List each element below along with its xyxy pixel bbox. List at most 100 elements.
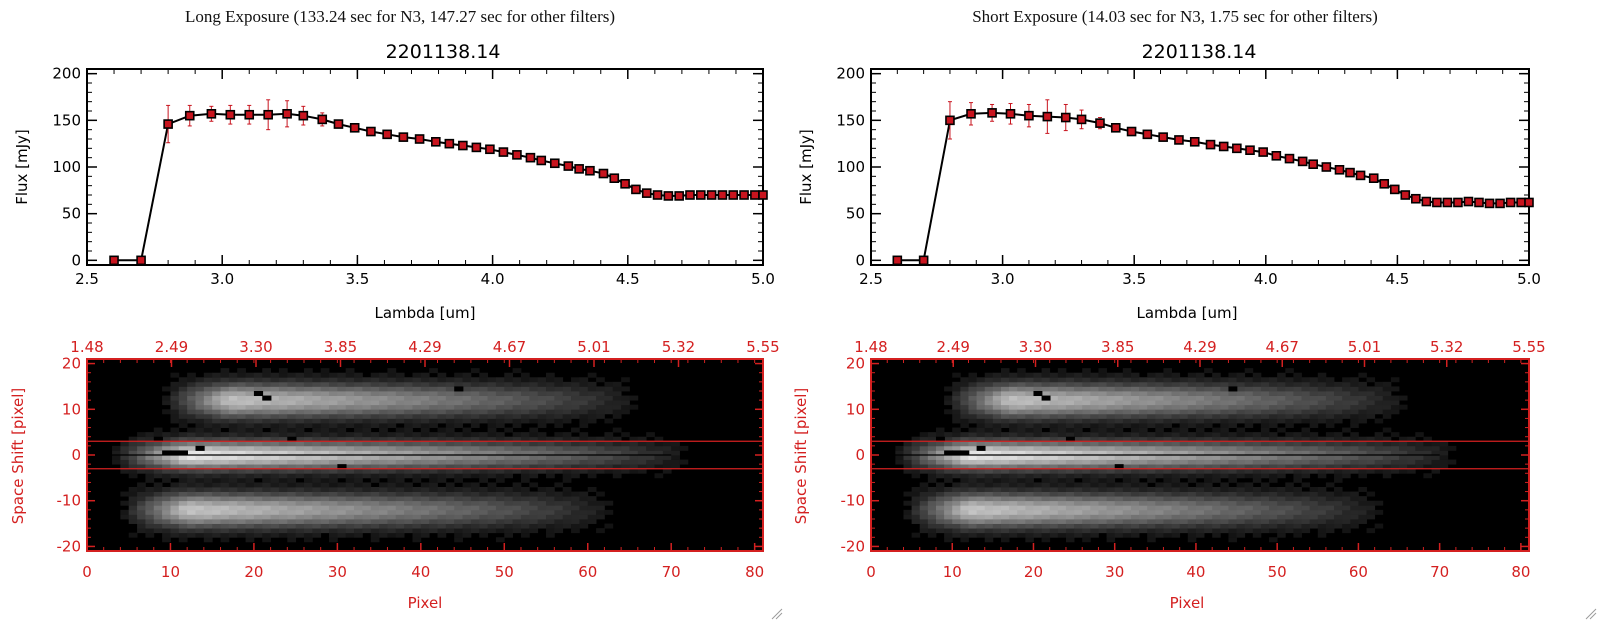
image-pixel: [1260, 395, 1270, 401]
image-pixel: [992, 441, 1002, 447]
image-pixel: [379, 450, 388, 456]
image-pixel: [596, 491, 605, 497]
image-pixel: [1041, 459, 1051, 465]
resize-grip-icon[interactable]: [771, 608, 783, 620]
image-pixel: [976, 473, 986, 479]
image-pixel: [437, 528, 447, 534]
image-pixel: [612, 468, 622, 474]
image-pixel: [362, 445, 372, 451]
image-pixel: [237, 441, 246, 447]
image-pixel: [571, 455, 580, 460]
image-pixel: [504, 404, 514, 410]
image-pixel: [479, 436, 488, 442]
image-pixel: [295, 386, 305, 392]
image-pixel: [1130, 450, 1140, 456]
image-pixel: [278, 381, 288, 387]
image-pixel: [1317, 404, 1327, 410]
image-pixel: [1009, 532, 1018, 538]
image-pixel: [345, 473, 355, 479]
image-pixel: [1439, 450, 1449, 456]
image-pixel: [462, 500, 472, 506]
image-pixel: [612, 381, 622, 387]
image-pixel: [1236, 514, 1246, 520]
image-pixel: [295, 450, 305, 456]
image-pixel: [153, 509, 163, 515]
image-pixel: [1000, 514, 1010, 520]
resize-grip-icon[interactable]: [1585, 608, 1597, 620]
image-pixel: [212, 377, 221, 383]
image-pixel: [1350, 423, 1359, 428]
image-pixel: [312, 391, 322, 396]
image-pixel: [1179, 487, 1189, 492]
image-pixel: [1000, 395, 1010, 401]
image-pixel: [128, 496, 138, 502]
image-pixel: [1195, 491, 1205, 497]
image-pixel: [1139, 455, 1148, 460]
image-pixel: [911, 491, 921, 497]
image-pixel: [412, 464, 422, 470]
image-pixel: [262, 532, 272, 538]
image-pixel: [1098, 391, 1107, 396]
image-pixel: [420, 409, 430, 415]
image-pixel: [529, 482, 539, 488]
image-pixel: [1204, 500, 1213, 506]
data-point: [512, 150, 522, 160]
image-pixel: [1017, 468, 1026, 474]
image-pixel: [278, 418, 288, 424]
image-pixel: [370, 381, 380, 387]
image-pixel: [976, 400, 986, 406]
image-pixel: [952, 482, 961, 488]
image-pixel: [1139, 432, 1148, 438]
image-pixel: [1090, 413, 1099, 419]
image-pixel: [1285, 423, 1294, 428]
data-point: [1432, 197, 1442, 208]
image-pixel: [162, 477, 171, 483]
image-pixel: [1155, 519, 1164, 524]
image-pixel: [387, 377, 397, 383]
image-pixel: [529, 468, 539, 474]
image-pixel: [1204, 455, 1213, 460]
image-pixel: [1000, 482, 1010, 488]
image-pixel: [968, 372, 977, 378]
image-pixel: [479, 477, 488, 483]
image-pixel: [404, 459, 413, 465]
image-pixel: [462, 473, 472, 479]
image-pixel: [404, 441, 413, 447]
image-pixel: [412, 537, 422, 543]
image-pixel: [487, 528, 497, 534]
image-pixel: [1334, 505, 1343, 511]
image-pixel: [1236, 413, 1246, 419]
image-pixel: [1277, 464, 1286, 470]
image-pixel: [1114, 505, 1124, 511]
image-pixel: [345, 459, 355, 465]
image-pixel: [596, 450, 605, 456]
image-pixel: [395, 505, 405, 511]
image-pixel: [1342, 523, 1351, 529]
image-pixel: [470, 381, 480, 387]
image-pixel: [520, 418, 530, 424]
image-pixel: [145, 459, 155, 465]
image-pixel: [495, 391, 505, 396]
image-pixel: [1382, 455, 1392, 460]
image-pixel: [312, 432, 322, 438]
image-pixel: [437, 400, 447, 406]
data-point: [225, 109, 236, 120]
image-pixel: [495, 404, 505, 410]
image-pixel: [212, 500, 221, 506]
image-pixel: [944, 528, 953, 534]
image-pixel: [1301, 436, 1311, 442]
image-pixel: [960, 500, 969, 506]
image-pixel: [1106, 528, 1116, 534]
image-pixel: [529, 514, 539, 520]
image-pixel: [170, 413, 180, 419]
image-pixel: [345, 455, 355, 460]
image-pixel: [329, 537, 338, 543]
image-pixel: [1065, 372, 1075, 378]
image-pixel: [1301, 482, 1311, 488]
image-pixel: [571, 519, 580, 524]
image-pixel: [968, 500, 977, 506]
image-pixel: [303, 537, 313, 543]
image-pixel: [287, 491, 297, 497]
image-pixel: [178, 473, 188, 479]
image-pixel: [237, 532, 246, 538]
